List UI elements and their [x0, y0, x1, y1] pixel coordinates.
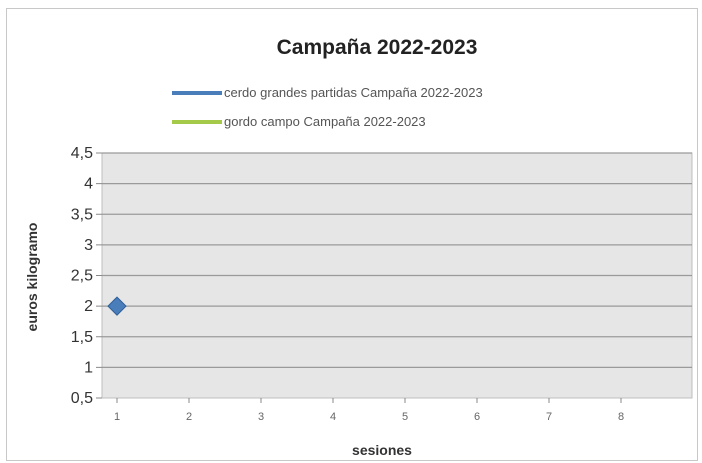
y-tick-label: 2 [84, 298, 93, 315]
x-tick-label: 2 [186, 411, 192, 423]
x-tick-label: 5 [402, 411, 408, 423]
y-tick-label: 1,5 [71, 329, 93, 346]
x-tick-label: 7 [546, 411, 552, 423]
legend: cerdo grandes partidas Campaña 2022-2023… [172, 85, 483, 129]
series-layer [107, 296, 127, 316]
x-tick-label: 3 [258, 411, 264, 423]
y-axis-title: euros kilogramo [24, 223, 40, 332]
x-tick-label: 6 [474, 411, 480, 423]
x-tick-label: 4 [330, 411, 336, 423]
y-tick-label: 2,5 [71, 268, 93, 285]
x-axis-ticks: 1 2 3 4 5 6 7 8 [114, 398, 624, 423]
legend-label-series-1: cerdo grandes partidas Campaña 2022-2023 [224, 85, 483, 100]
y-tick-label: 1 [84, 359, 93, 376]
legend-label-series-2: gordo campo Campaña 2022-2023 [224, 114, 426, 129]
y-tick-label: 4 [84, 176, 93, 193]
y-tick-label: 4,5 [71, 145, 93, 162]
y-tick-label: 3 [84, 237, 93, 254]
line-chart: Campaña 2022-2023 cerdo grandes partidas… [24, 36, 693, 458]
y-tick-label: 3,5 [71, 206, 93, 223]
gridlines [96, 152, 692, 399]
data-point [107, 296, 127, 316]
y-axis-ticks: 0,5 1 1,5 2 2,5 3 3,5 4 4,5 [71, 145, 93, 407]
chart-frame: Campaña 2022-2023 cerdo grandes partidas… [6, 8, 698, 461]
chart-title: Campaña 2022-2023 [277, 36, 478, 59]
x-axis-title: sesiones [352, 442, 412, 458]
x-tick-label: 1 [114, 411, 120, 423]
y-tick-label: 0,5 [71, 390, 93, 407]
x-tick-label: 8 [618, 411, 624, 423]
